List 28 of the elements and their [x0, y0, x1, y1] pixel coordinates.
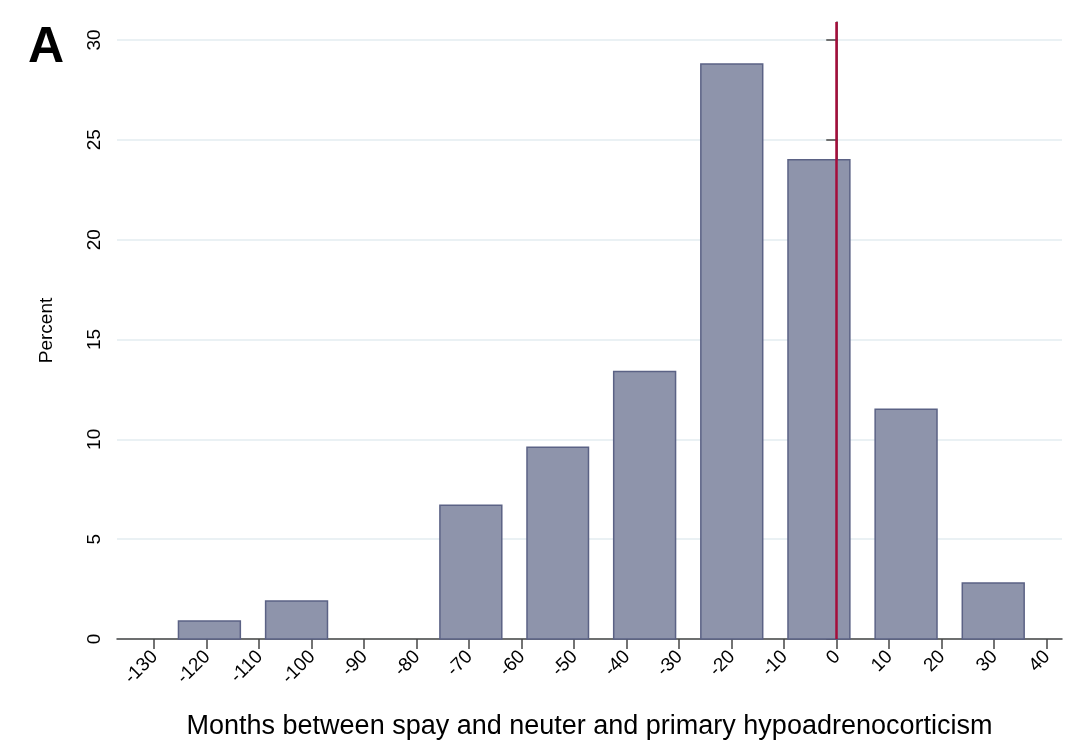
- x-tick-label: 30: [971, 645, 1002, 676]
- x-tick-label: -130: [119, 645, 162, 688]
- x-tick-label: 20: [918, 645, 949, 676]
- y-tick-label: 20: [83, 229, 104, 251]
- x-tick-label: -50: [546, 645, 582, 680]
- x-tick-label: -30: [651, 645, 687, 680]
- y-tick-label: 10: [83, 428, 104, 450]
- text: A: [28, 17, 65, 73]
- y-axis-title: Percent: [35, 297, 56, 364]
- y-tick-label: 25: [83, 129, 104, 151]
- x-tick-label: -60: [494, 645, 529, 680]
- x-tick-label: -90: [336, 645, 372, 680]
- x-tick-label: -80: [389, 645, 424, 680]
- x-tick-label: -40: [599, 645, 634, 680]
- x-tick-label: -20: [704, 645, 739, 680]
- y-tick-label: 15: [83, 328, 104, 351]
- x-tick-label: 0: [821, 645, 844, 668]
- x-axis-title: Months between spay and neuter and primary hypoadrenocorticism: [186, 709, 993, 740]
- y-tick-label: 0: [83, 633, 104, 645]
- x-tick-label: -100: [276, 645, 319, 688]
- x-tick-label: -110: [225, 645, 267, 687]
- x-tick-label: -10: [756, 645, 792, 680]
- x-tick-label: -120: [171, 645, 214, 688]
- x-tick-label: 40: [1023, 645, 1054, 676]
- y-tick-label: 5: [83, 533, 104, 545]
- y-tick-label: 30: [83, 29, 104, 51]
- x-tick-label: 10: [866, 645, 897, 676]
- x-tick-label: -70: [441, 645, 477, 680]
